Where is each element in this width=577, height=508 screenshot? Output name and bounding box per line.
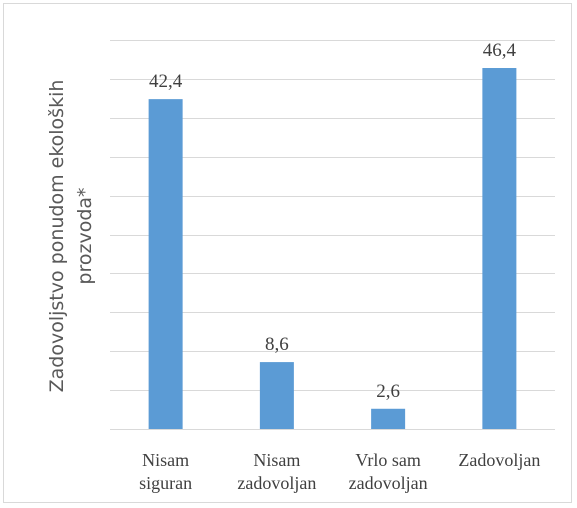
y-axis-label-line-1: Zadovoljstvo ponudom ekoloških — [46, 80, 68, 393]
data-label: 8,6 — [265, 334, 289, 355]
x-tick-label-line: Vrlo sam — [355, 450, 420, 470]
x-tick-label-line: zadovoljan — [349, 473, 428, 493]
gridlines — [110, 40, 555, 430]
bar — [259, 362, 294, 429]
y-axis-label-line-2: prozvoda* — [74, 187, 96, 284]
bar — [482, 68, 517, 430]
bar — [371, 408, 406, 429]
data-label: 42,4 — [149, 71, 183, 92]
y-axis-label-2: prozvoda* — [74, 187, 96, 284]
data-label: 46,4 — [483, 40, 517, 61]
x-tick-label-line: siguran — [139, 473, 192, 493]
x-tick-label: Zadovoljan — [458, 450, 540, 470]
x-axis-labels: Nisam siguran Nisam zadovoljan Vrlo sam zadov… — [139, 450, 540, 493]
bars — [148, 68, 517, 430]
data-labels: 42,4 8,6 2,6 46,4 — [149, 40, 517, 402]
x-tick-label-line: Nisam — [253, 450, 300, 470]
x-tick-label: Nisam zadovoljan — [237, 450, 316, 493]
x-tick-label-line: Zadovoljan — [458, 450, 540, 470]
data-label: 2,6 — [376, 381, 400, 402]
bar — [148, 99, 183, 430]
x-tick-label-line: Nisam — [142, 450, 189, 470]
y-axis-label: Zadovoljstvo ponudom ekoloških — [46, 80, 68, 393]
x-tick-label: Nisam siguran — [139, 450, 192, 493]
x-tick-label: Vrlo sam zadovoljan — [349, 450, 428, 493]
x-tick-label-line: zadovoljan — [237, 473, 316, 493]
